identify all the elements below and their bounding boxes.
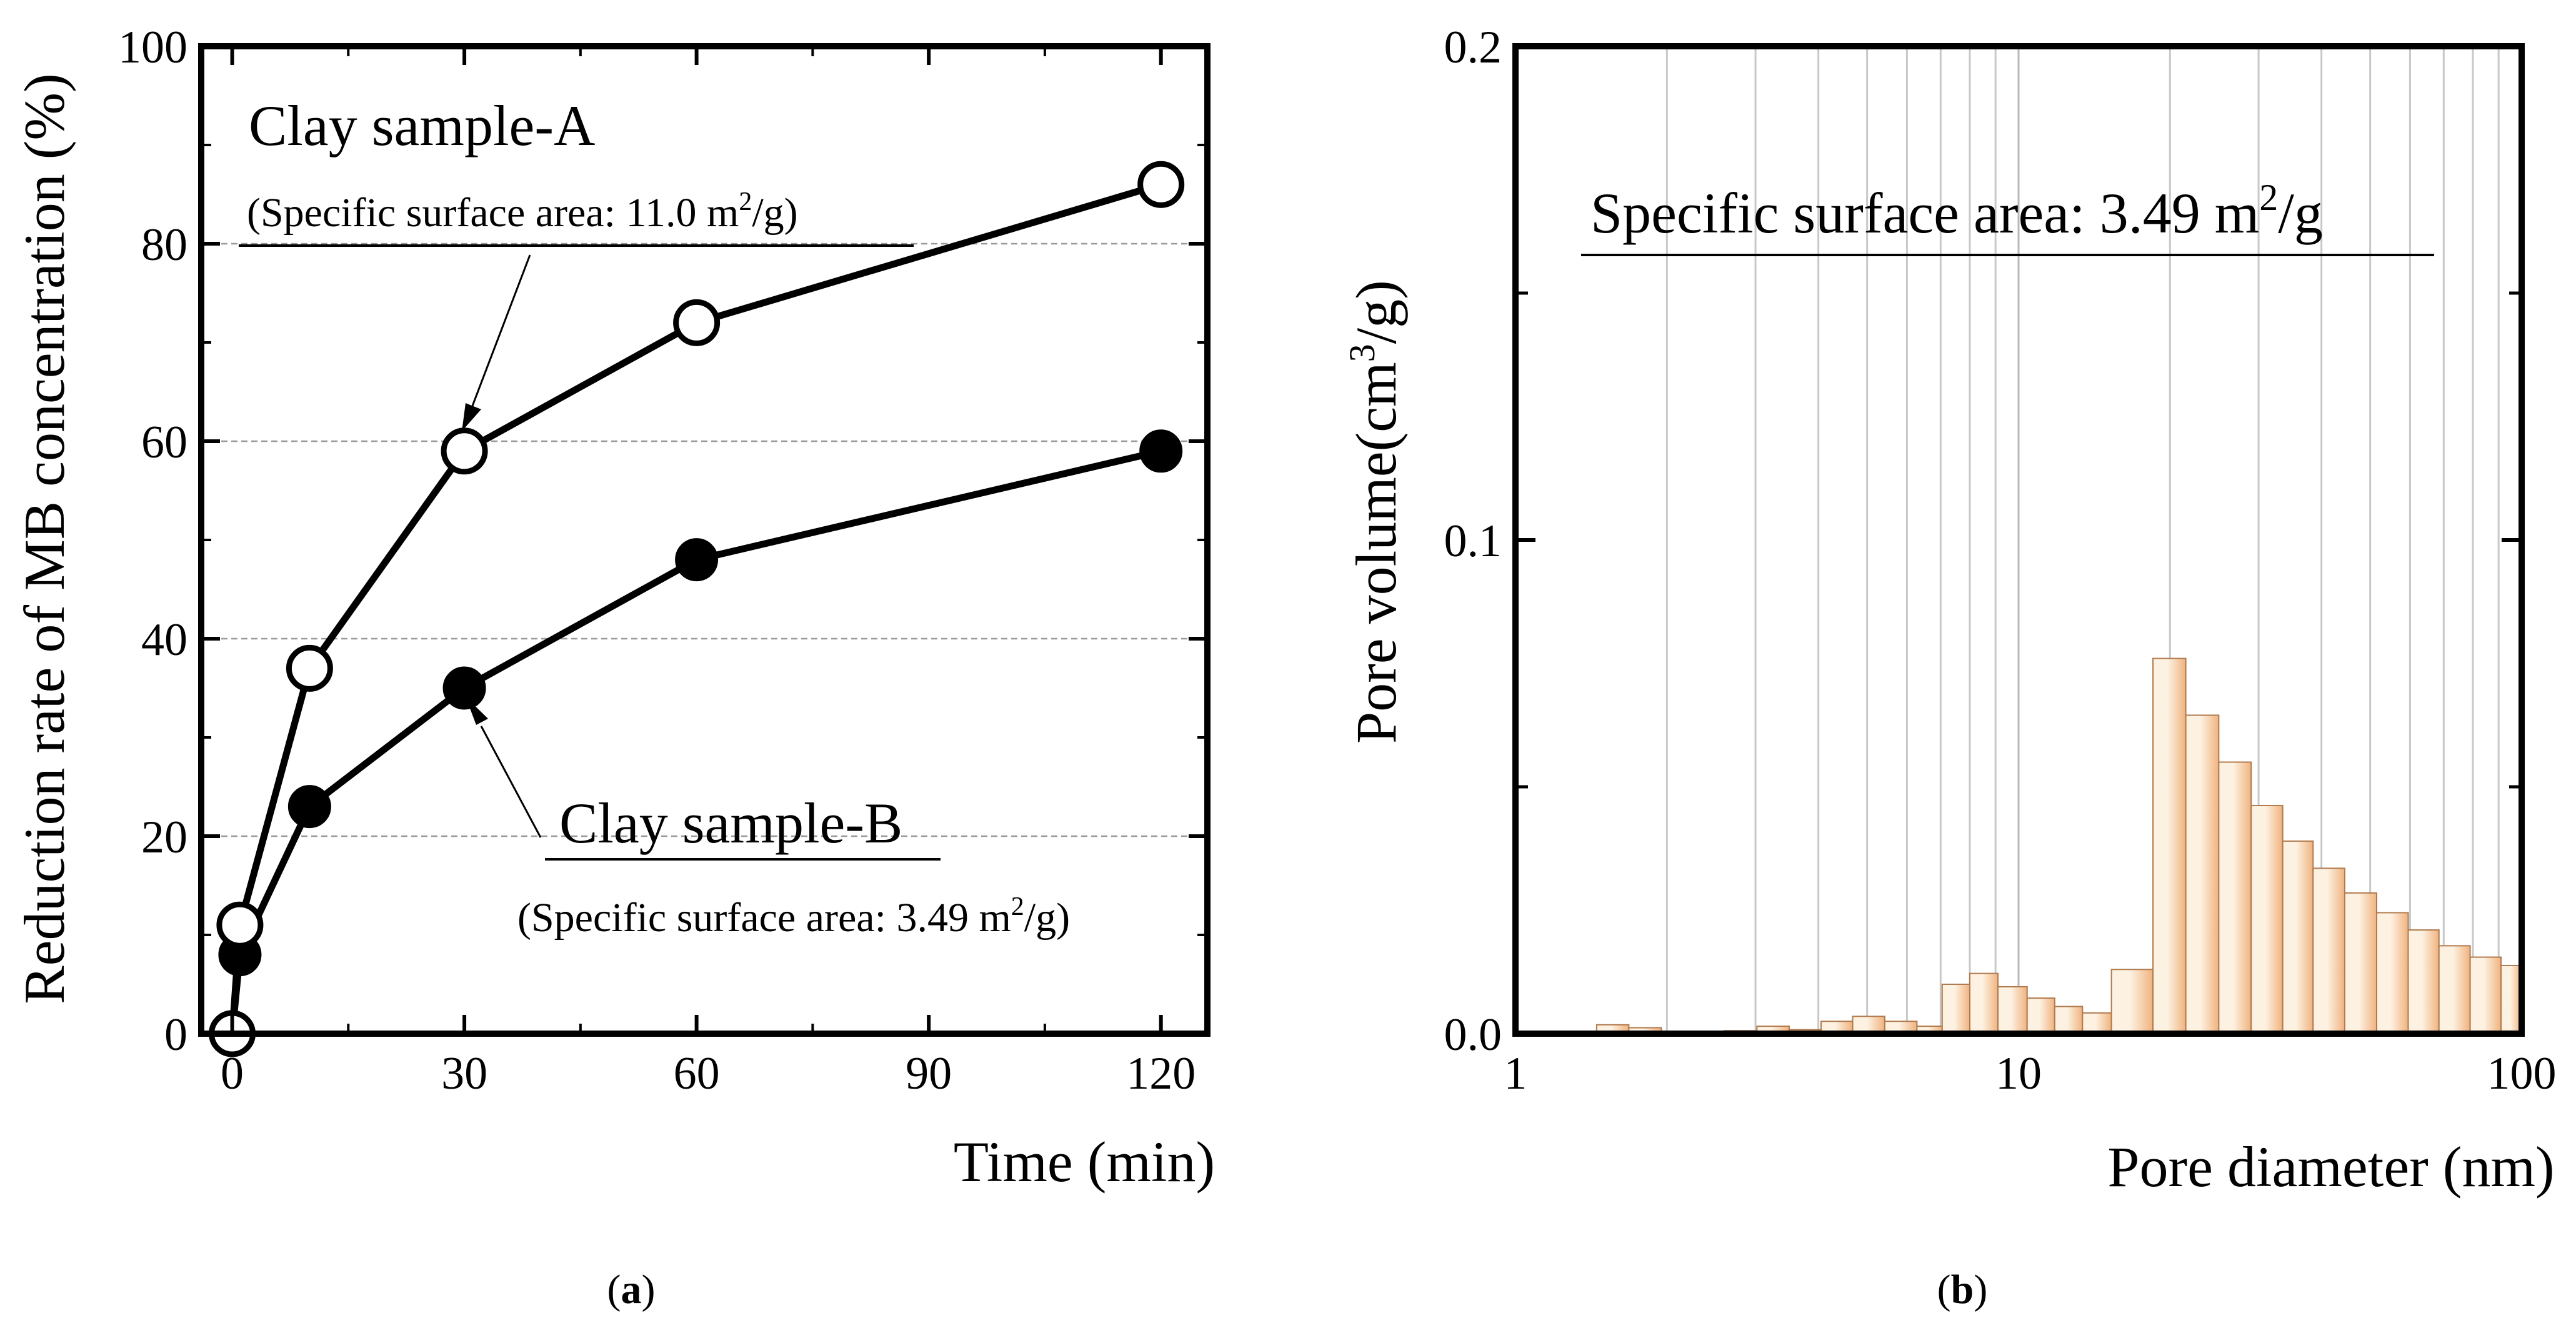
pore-bar-13 <box>1941 984 1970 1034</box>
pore-bar-16 <box>2026 997 2055 1034</box>
pore-bar-25 <box>2312 867 2345 1034</box>
pore-area-post: /g <box>2278 181 2323 245</box>
pore-bar-23 <box>2250 805 2284 1035</box>
chart-a-gridlines <box>201 242 1207 837</box>
pore-bar-24 <box>2282 840 2314 1035</box>
sample-b-area-pre: (Specific surface area: 3.49 m <box>517 895 1011 941</box>
sample-b-point-120 <box>1139 429 1183 473</box>
pore-area-sup: 2 <box>2259 177 2278 218</box>
chart-b-bars <box>1529 657 2522 1035</box>
y-tick-label-0.1: 0.1 <box>1444 516 1502 567</box>
x-tick-label-90: 90 <box>906 1048 952 1099</box>
sample-b-area-post: /g) <box>1024 895 1070 941</box>
panel-a-open: ( <box>607 1267 621 1312</box>
pore-bar-22 <box>2218 761 2252 1034</box>
chart-a-markers <box>209 161 1185 1057</box>
panel-b-open: ( <box>1937 1267 1951 1312</box>
sample-b-point-10 <box>287 785 331 829</box>
chart-b-y-tick-labels: 0.0 0.1 0.2 <box>1444 22 1502 1061</box>
pore-bar-19 <box>2110 969 2154 1035</box>
x-tick-label-100: 100 <box>2487 1048 2557 1099</box>
panel-b-close: ) <box>1974 1267 1987 1312</box>
chart-b-y-axis-main: Pore volume <box>1344 451 1408 744</box>
pore-bar-21 <box>2185 714 2220 1034</box>
y-tick-label-20: 20 <box>141 812 187 863</box>
pore-bar-29 <box>2438 945 2471 1034</box>
x-tick-label-1: 1 <box>1504 1048 1527 1099</box>
sample-b-title: Clay sample-B <box>559 791 902 855</box>
chart-b-y-unit-pre: (cm <box>1344 362 1408 451</box>
sample-a-area-sup: 2 <box>739 187 752 216</box>
sample-a-area-note: (Specific surface area: 11.0 m2/g) <box>247 187 798 236</box>
sample-b-area-note: (Specific surface area: 3.49 m2/g) <box>517 892 1070 941</box>
chart-a-x-axis-title: Time (min) <box>954 1130 1215 1194</box>
sample-a-point-60 <box>673 299 721 346</box>
sample-a-point-120 <box>1137 161 1185 208</box>
arrow-b-line <box>480 726 542 838</box>
chart-a-x-tick-labels: 0 30 60 90 120 <box>221 1048 1196 1099</box>
arrow-a-head <box>462 403 481 431</box>
pore-area-note: Specific surface area: 3.49 m2/g <box>1590 177 2323 245</box>
y-tick-label-0.0: 0.0 <box>1444 1009 1502 1061</box>
panel-a-letter: a <box>621 1267 642 1312</box>
chart-b-x-tick-labels: 1 10 100 <box>1504 1048 2557 1099</box>
sample-a-point-1 <box>216 901 264 949</box>
panel-b-label: (b) <box>1937 1267 1988 1312</box>
chart-a-frame <box>198 43 1211 1037</box>
pore-bar-20 <box>2152 657 2187 1034</box>
panel-b-letter: b <box>1951 1267 1974 1312</box>
panel-a-close: ) <box>642 1267 656 1312</box>
pore-bar-30 <box>2469 956 2502 1035</box>
y-tick-label-0.2: 0.2 <box>1444 22 1502 73</box>
sample-a-point-30 <box>441 427 488 475</box>
y-tick-label-60: 60 <box>141 417 187 468</box>
chart-a-major-ticks <box>201 44 1207 1036</box>
chart-b-y-unit-sup: 3 <box>1342 344 1382 362</box>
sample-b-point-60 <box>675 538 719 582</box>
x-tick-label-0: 0 <box>221 1048 244 1099</box>
sample-b-point-30 <box>442 666 486 710</box>
x-tick-label-60: 60 <box>674 1048 720 1099</box>
chart-b-major-ticks <box>1515 44 2522 1036</box>
chart-b: 1 10 100 0.0 0.1 0.2 Pore diameter (nm) Pore… <box>1342 22 2557 1312</box>
y-tick-label-40: 40 <box>141 614 187 666</box>
y-tick-label-100: 100 <box>118 22 187 73</box>
x-tick-label-30: 30 <box>441 1048 487 1099</box>
chart-a-y-tick-labels: 0 20 40 60 80 100 <box>118 22 187 1061</box>
pore-bar-15 <box>1997 986 2028 1034</box>
pore-bar-14 <box>1969 972 1999 1034</box>
chart-b-x-axis-title: Pore diameter (nm) <box>2107 1135 2554 1199</box>
pore-area-pre: Specific surface area: 3.49 m <box>1590 181 2259 245</box>
y-tick-label-0: 0 <box>164 1009 187 1061</box>
pore-bar-27 <box>2376 912 2409 1034</box>
sample-a-area-post: /g) <box>752 190 797 236</box>
chart-a-y-axis-title: Reduction rate of MB concentration (%) <box>12 73 76 1004</box>
pore-bar-26 <box>2344 892 2378 1034</box>
pore-bar-28 <box>2407 929 2440 1034</box>
y-tick-label-80: 80 <box>141 219 187 271</box>
panel-a-label: (a) <box>607 1267 656 1312</box>
x-tick-label-120: 120 <box>1126 1048 1196 1099</box>
pore-bar-17 <box>2054 1006 2084 1035</box>
sample-a-title: Clay sample-A <box>249 94 595 157</box>
sample-a-point-10 <box>286 644 333 692</box>
x-tick-label-10: 10 <box>1995 1048 2042 1099</box>
sample-a-area-pre: (Specific surface area: 11.0 m <box>247 190 739 236</box>
chart-b-y-unit-post: /g) <box>1344 280 1408 344</box>
chart-a-arrows <box>462 254 542 838</box>
sample-b-area-sup: 2 <box>1011 892 1024 921</box>
arrow-a-line <box>471 254 531 408</box>
chart-b-y-axis-title: Pore volume(cm3/g) <box>1342 280 1408 744</box>
chart-a: 0 30 60 90 120 0 20 40 60 80 100 Time (min) Reduc… <box>12 22 1215 1312</box>
